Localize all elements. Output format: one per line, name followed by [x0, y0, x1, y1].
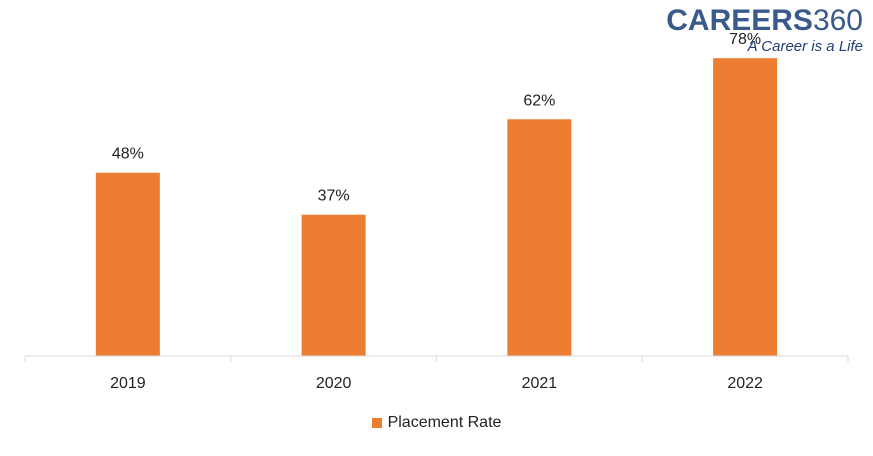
bar-2021	[507, 119, 572, 356]
bar-group	[95, 58, 778, 356]
value-label-group: 48% 37% 62% 78%	[112, 31, 761, 205]
data-label-2019: 48%	[112, 146, 144, 163]
legend-item: Placement Rate	[371, 414, 502, 432]
data-label-2022: 78%	[729, 31, 761, 48]
logo-number: 360	[812, 4, 863, 37]
x-tick-label-2020: 2020	[316, 375, 352, 392]
bar-2019	[95, 172, 160, 356]
logo-word: CAREERS	[666, 4, 813, 37]
legend-label: Placement Rate	[387, 414, 502, 431]
x-tick-label-2022: 2022	[727, 375, 763, 392]
x-tick-label-group: 2019 2020 2021 2022	[110, 375, 763, 392]
x-tick-label-2021: 2021	[522, 375, 558, 392]
data-label-2021: 62%	[523, 92, 555, 109]
chart-legend: Placement Rate	[0, 414, 873, 433]
data-label-2020: 37%	[318, 188, 350, 205]
careers360-logo: CAREERS360 A Career is a Life	[666, 4, 867, 64]
bar-2022	[713, 58, 778, 356]
logo-wordmark: CAREERS360	[666, 4, 863, 38]
x-tick-label-2019: 2019	[110, 375, 146, 392]
legend-swatch	[371, 418, 382, 428]
bar-2020	[301, 214, 366, 356]
x-axis	[24, 355, 849, 362]
logo-tagline: A Career is a Life	[747, 38, 863, 55]
